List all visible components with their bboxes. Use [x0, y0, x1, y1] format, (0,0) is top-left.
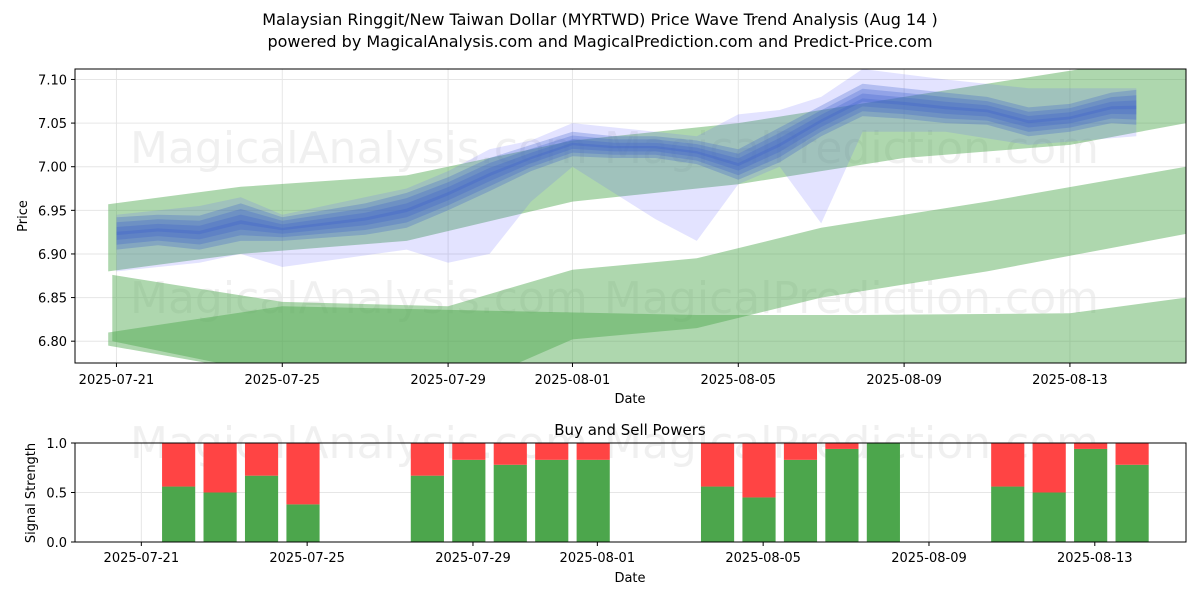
- sell-bar: [162, 443, 196, 487]
- buy-bar: [700, 486, 735, 542]
- x-tick-label: 2025-07-25: [244, 373, 320, 388]
- sell-bar: [991, 443, 1025, 487]
- watermark-text: MagicalPrediction.com: [604, 273, 1099, 324]
- watermark-text: MagicalAnalysis.com: [130, 273, 588, 324]
- price-grid: [75, 69, 1186, 363]
- powers-y-label: Signal Strength: [24, 443, 39, 543]
- powers-ticks: 2025-07-21 2025-07-25 2025-07-29 2025-08-01…: [46, 437, 1132, 566]
- powers-title: Buy and Sell Powers: [554, 421, 706, 439]
- y-tick-label: 0.5: [46, 487, 67, 502]
- x-tick-label: 2025-07-29: [410, 373, 486, 388]
- watermark-layer: MagicalAnalysis.com MagicalPrediction.com…: [130, 123, 1099, 469]
- x-tick-label: 2025-08-05: [701, 373, 777, 388]
- chart-subtitle: powered by MagicalAnalysis.com and Magic…: [267, 32, 933, 51]
- y-tick-label: 7.10: [38, 73, 67, 88]
- sell-bar: [203, 443, 237, 493]
- buy-bar: [535, 459, 569, 542]
- light-blue-wave-band: [116, 69, 1137, 272]
- sell-bar: [244, 443, 279, 476]
- buy-bar: [1115, 464, 1149, 542]
- x-tick-label: 2025-08-01: [535, 373, 611, 388]
- y-tick-label: 6.80: [38, 335, 67, 350]
- y-tick-label: 7.00: [38, 161, 67, 176]
- x-tick-label: 2025-07-25: [269, 551, 345, 566]
- price-bands: [108, 69, 1186, 363]
- sell-bar: [535, 443, 569, 460]
- green-forecast-band: [108, 69, 1186, 272]
- sell-bar: [286, 443, 320, 505]
- sell-bar: [825, 443, 859, 449]
- buy-bar: [825, 448, 859, 542]
- blue-wave-band: [116, 83, 1137, 250]
- buy-bar: [866, 443, 900, 542]
- buy-bar: [991, 486, 1025, 542]
- blue-wave-band: [116, 88, 1137, 245]
- y-tick-label: 1.0: [46, 437, 67, 452]
- buy-bar: [1032, 492, 1066, 542]
- y-tick-label: 0.0: [46, 536, 67, 551]
- y-tick-label: 6.85: [38, 292, 67, 307]
- buy-bar: [576, 459, 610, 542]
- sell-bar: [576, 443, 610, 460]
- sell-bar: [452, 443, 486, 460]
- green-forecast-band: [112, 166, 1186, 363]
- y-tick-label: 7.05: [38, 117, 67, 132]
- sell-bar: [1074, 443, 1108, 449]
- buy-bar: [244, 475, 279, 542]
- x-tick-label: 2025-08-13: [1032, 373, 1108, 388]
- sell-bar: [1032, 443, 1066, 493]
- buy-bar: [162, 486, 196, 542]
- watermark-text: MagicalPrediction.com: [604, 123, 1099, 174]
- green-forecast-band: [108, 297, 1186, 363]
- x-tick-label: 2025-08-01: [560, 551, 636, 566]
- price-x-label: Date: [614, 392, 645, 407]
- sell-bar: [493, 443, 527, 465]
- chart-title: Malaysian Ringgit/New Taiwan Dollar (MYR…: [262, 10, 938, 29]
- powers-bars: [162, 443, 1149, 542]
- sell-bar: [742, 443, 776, 498]
- buy-bar: [783, 459, 818, 542]
- y-tick-label: 6.90: [38, 248, 67, 263]
- price-ticks: 2025-07-21 2025-07-25 2025-07-29 2025-08-01…: [38, 73, 1108, 388]
- buy-bar: [493, 464, 527, 542]
- buy-bar: [286, 504, 320, 542]
- y-tick-label: 6.95: [38, 204, 67, 219]
- x-tick-label: 2025-08-09: [891, 551, 967, 566]
- sell-bar: [410, 443, 444, 476]
- x-tick-label: 2025-07-21: [104, 551, 180, 566]
- sell-bar: [700, 443, 735, 487]
- sell-bar: [1115, 443, 1149, 465]
- x-tick-label: 2025-08-05: [725, 551, 801, 566]
- buy-bar: [1074, 448, 1108, 542]
- buy-bar: [452, 459, 486, 542]
- price-y-label: Price: [16, 200, 31, 232]
- powers-x-label: Date: [614, 571, 645, 586]
- blue-wave-band: [116, 93, 1137, 240]
- price-axes-frame: [74, 68, 1187, 364]
- watermark-text: MagicalAnalysis.com: [130, 123, 588, 174]
- buy-bar: [203, 492, 237, 542]
- sell-bar: [783, 443, 818, 460]
- x-tick-label: 2025-07-21: [79, 373, 155, 388]
- x-tick-label: 2025-07-29: [435, 551, 511, 566]
- buy-bar: [742, 497, 776, 542]
- x-tick-label: 2025-08-13: [1057, 551, 1133, 566]
- x-tick-label: 2025-08-09: [866, 373, 942, 388]
- buy-bar: [410, 475, 444, 542]
